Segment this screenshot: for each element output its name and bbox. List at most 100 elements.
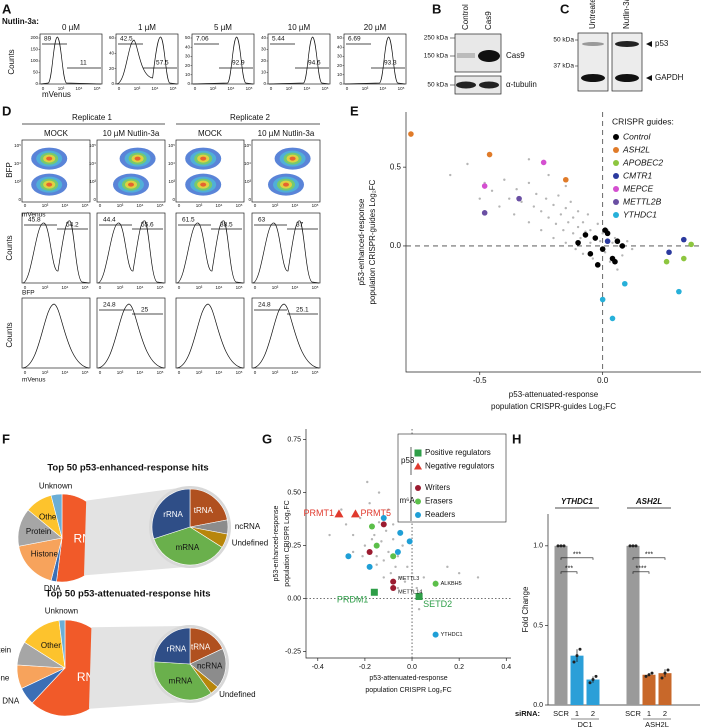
label: 30 <box>185 54 191 59</box>
point <box>406 538 413 545</box>
bar <box>642 674 656 705</box>
label: 10³ <box>42 370 49 375</box>
label: 10⁴ <box>62 203 69 208</box>
point <box>397 529 404 536</box>
band <box>615 74 639 82</box>
point <box>512 213 516 216</box>
band <box>479 81 499 89</box>
label: G <box>262 431 272 446</box>
label: YTHDC1 <box>623 209 657 219</box>
point <box>604 238 611 245</box>
label: 1.0 <box>533 543 543 550</box>
label: Unknown <box>45 607 78 616</box>
label: **** <box>636 566 647 573</box>
label: p53-enhanced-response <box>273 505 280 581</box>
point <box>586 213 590 216</box>
label: 10⁴ <box>62 285 69 290</box>
label: 150 kDa <box>424 53 449 60</box>
label: mVenus <box>22 377 46 384</box>
band <box>457 53 475 58</box>
significance-bracket <box>560 571 578 574</box>
significance-bracket <box>632 571 650 574</box>
label: 0.5 <box>533 622 543 629</box>
replicate-point <box>650 671 654 675</box>
point <box>582 232 589 238</box>
point <box>391 523 395 526</box>
point <box>613 236 617 240</box>
label: METTL14 <box>398 589 422 595</box>
label: 0 <box>254 370 257 375</box>
label: p53 <box>401 456 415 465</box>
label: 40 <box>185 44 191 49</box>
label: Top 50 p53-attenuated-response hits <box>45 589 210 600</box>
label: Other <box>39 513 59 522</box>
label: Counts <box>5 235 14 260</box>
label: 20 <box>185 63 191 68</box>
point <box>569 200 572 204</box>
label: 0 <box>178 285 181 290</box>
label: -0.5 <box>473 376 487 385</box>
point <box>415 593 423 601</box>
label: -0.25 <box>285 648 301 655</box>
label: 10³ <box>89 179 96 184</box>
point <box>575 239 581 246</box>
label: 10⁵ <box>157 370 164 375</box>
point <box>567 221 570 224</box>
label: 0.4 <box>501 664 511 671</box>
label: 0.0 <box>390 241 402 250</box>
pie-slice <box>153 627 191 665</box>
legend-swatch <box>415 512 421 518</box>
histogram-curve <box>97 220 165 284</box>
label: 0.00 <box>287 595 301 602</box>
plot-frame <box>21 297 91 369</box>
label: 10³ <box>272 203 279 208</box>
label: *** <box>645 552 653 559</box>
plot-frame <box>267 33 331 85</box>
label: p53-attenuated-response <box>509 390 599 399</box>
label: 50 <box>185 35 191 40</box>
label: 10⁵ <box>89 143 96 148</box>
plot-frame <box>175 212 245 284</box>
label: Replicate 1 <box>72 113 113 122</box>
label: 0.0 <box>533 702 543 709</box>
replicate-point <box>588 681 592 685</box>
label: 0 <box>99 203 102 208</box>
label: 10⁴ <box>216 203 223 208</box>
label: SETD2 <box>423 599 452 609</box>
label: 57.5 <box>156 60 169 67</box>
point <box>527 158 531 161</box>
label: 0 <box>270 86 273 91</box>
plot-frame <box>251 297 321 369</box>
label: population CRISPR Log₂FC <box>284 500 291 586</box>
legend-swatch <box>613 212 619 218</box>
point <box>382 559 385 562</box>
point <box>589 241 592 244</box>
label: 10³ <box>196 203 203 208</box>
label: 42.5 <box>120 36 133 43</box>
point <box>515 188 518 191</box>
band <box>478 50 500 62</box>
label: F <box>2 431 10 446</box>
label: BFP <box>5 162 14 178</box>
point <box>559 213 563 216</box>
point <box>666 249 672 256</box>
density <box>200 182 207 187</box>
point <box>527 181 531 185</box>
label: YTHDC1 <box>441 632 463 638</box>
label: 94.6 <box>308 60 321 67</box>
label: 0 <box>35 81 38 86</box>
label: METTL3 <box>398 576 419 582</box>
label: 10⁵ <box>244 143 251 148</box>
point <box>520 200 523 204</box>
label: Top 50 p53-enhanced-response hits <box>47 463 208 474</box>
point <box>476 576 480 579</box>
label: 20 <box>337 63 343 68</box>
replicate-point <box>631 544 635 548</box>
histogram-curve <box>176 220 244 284</box>
label: 30 <box>261 47 267 52</box>
label: population CRISPR Log₂FC <box>365 687 451 694</box>
label: ASH2L <box>635 497 662 506</box>
plot-frame <box>251 212 321 284</box>
point <box>576 225 580 229</box>
